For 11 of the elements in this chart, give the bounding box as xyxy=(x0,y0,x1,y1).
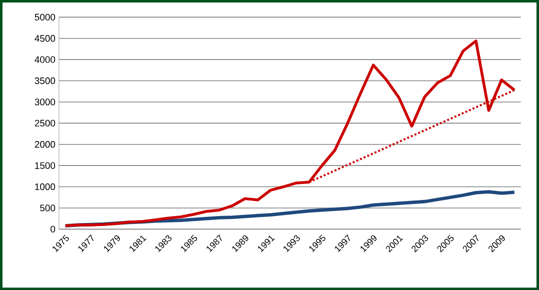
y-tick-label: 1000 xyxy=(35,183,56,190)
y-tick-label: 0 xyxy=(50,226,56,232)
y-tick-label: 4000 xyxy=(34,56,56,63)
y-tick-label: 4500 xyxy=(34,34,56,42)
y-tick-label: 3000 xyxy=(34,98,56,106)
y-tick-label: 2500 xyxy=(34,120,56,126)
y-tick-label: 3500 xyxy=(34,77,56,84)
y-tick-label: 500 xyxy=(40,204,56,212)
y-tick-label: 5000 xyxy=(34,14,56,20)
y-tick-label: 1500 xyxy=(35,162,56,169)
y-tick-label: 2000 xyxy=(34,140,56,148)
